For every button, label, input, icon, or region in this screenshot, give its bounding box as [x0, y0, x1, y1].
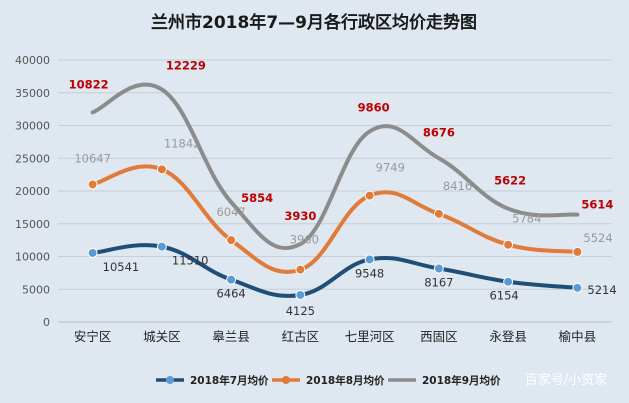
y-tick-label: 5000 — [22, 283, 50, 296]
series-line — [90, 164, 580, 274]
data-point — [503, 239, 514, 250]
data-label: 8167 — [424, 276, 453, 290]
data-point — [295, 289, 306, 300]
data-label: 5214 — [587, 283, 616, 297]
data-label: 9749 — [376, 161, 405, 175]
data-point — [364, 254, 375, 265]
data-label: 10822 — [69, 77, 109, 91]
x-tick-label: 榆中县 — [559, 329, 597, 344]
data-label: 9860 — [358, 100, 390, 114]
data-point — [226, 274, 237, 285]
data-point — [156, 241, 167, 252]
data-label: 6464 — [216, 287, 245, 301]
data-label: 6047 — [216, 205, 245, 219]
y-tick-label: 30000 — [15, 120, 50, 133]
x-tick-label: 西固区 — [420, 329, 458, 344]
y-tick-label: 35000 — [15, 87, 50, 100]
data-label: 10647 — [74, 151, 111, 165]
y-tick-label: 40000 — [15, 54, 50, 67]
data-point — [295, 264, 306, 275]
x-tick-label: 永登县 — [489, 329, 527, 344]
x-tick-label: 城关区 — [143, 329, 181, 344]
data-label: 5614 — [581, 198, 613, 212]
legend: 2018年7月均价 2018年8月均价 2018年9月均价 — [156, 374, 501, 387]
data-label: 9548 — [355, 266, 384, 280]
y-tick-label: 10000 — [15, 251, 50, 264]
legend-label: 2018年8月均价 — [306, 374, 385, 387]
data-label: 11510 — [172, 254, 209, 268]
data-label: 5784 — [512, 212, 541, 226]
data-point — [433, 263, 444, 274]
data-point — [156, 164, 167, 175]
y-tick-label: 20000 — [15, 185, 50, 198]
y-tick-label: 15000 — [15, 218, 50, 231]
data-label: 12229 — [166, 58, 206, 72]
legend-marker — [166, 376, 174, 384]
x-tick-label: 七里河区 — [345, 329, 395, 344]
data-label: 11842 — [164, 136, 201, 150]
data-point — [572, 246, 583, 257]
series-line — [90, 243, 580, 298]
legend-marker — [282, 376, 290, 384]
data-label: 3930 — [284, 209, 316, 223]
data-label: 6154 — [489, 289, 518, 303]
x-tick-label: 皋兰县 — [212, 329, 250, 344]
data-point — [226, 235, 237, 246]
x-tick-label: 红古区 — [282, 329, 320, 344]
x-tick-label: 安宁区 — [74, 329, 112, 344]
data-label: 8416 — [443, 179, 472, 193]
data-point — [503, 276, 514, 287]
data-point — [87, 247, 98, 258]
data-label: 10541 — [103, 260, 140, 274]
data-labels: 10541 11510 6464 4125 9548 8167 6154 5214 10647 1… — [69, 58, 617, 318]
y-tick-label: 0 — [43, 316, 50, 329]
data-label: 8676 — [423, 125, 455, 139]
axes: 0 5000 10000 15000 20000 25000 30000 35000 40000… — [15, 54, 596, 344]
series-line — [90, 82, 580, 251]
data-label: 3960 — [290, 233, 319, 247]
series-lines — [87, 82, 583, 300]
legend-label: 2018年9月均价 — [422, 374, 501, 387]
chart-title: 兰州市2018年7—9月各行政区均价走势图 — [151, 12, 477, 33]
data-point — [364, 190, 375, 201]
data-label: 4125 — [286, 304, 315, 318]
watermark: 百家号/小资家 — [525, 372, 607, 388]
legend-label: 2018年7月均价 — [190, 374, 269, 387]
data-label: 5622 — [494, 174, 526, 188]
data-point — [572, 282, 583, 293]
data-label: 5524 — [583, 231, 612, 245]
y-tick-label: 25000 — [15, 152, 50, 165]
data-point — [87, 179, 98, 190]
data-point — [433, 208, 444, 219]
data-label: 5854 — [241, 191, 273, 205]
